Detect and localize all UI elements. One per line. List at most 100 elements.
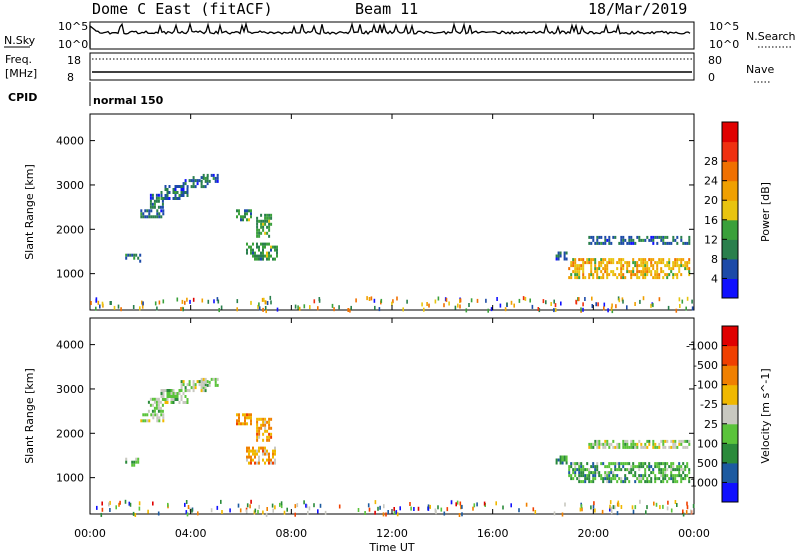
scatter-cell bbox=[260, 417, 263, 421]
scatter-cell bbox=[588, 276, 591, 280]
scatter-cell bbox=[604, 474, 607, 478]
scatter-cell bbox=[630, 235, 633, 239]
ground-scatter-cell bbox=[286, 507, 288, 512]
scatter-cell bbox=[680, 477, 683, 481]
ground-scatter-cell bbox=[686, 505, 689, 510]
ground-scatter-cell bbox=[309, 305, 311, 310]
scatter-cell bbox=[606, 477, 609, 481]
scatter-cell bbox=[654, 273, 657, 277]
scatter-cell bbox=[590, 480, 593, 484]
scatter-cell bbox=[656, 264, 659, 268]
scatter-cell bbox=[646, 465, 649, 469]
scatter-cell bbox=[158, 212, 161, 216]
scatter-cell bbox=[622, 445, 625, 449]
scatter-cell bbox=[624, 462, 627, 466]
ground-scatter-cell bbox=[115, 505, 117, 510]
scatter-cell bbox=[170, 392, 173, 395]
scatter-cell bbox=[604, 439, 607, 443]
scatter-cell bbox=[568, 276, 571, 280]
scatter-cell bbox=[164, 194, 167, 197]
scatter-cell bbox=[260, 219, 263, 223]
scatter-cell bbox=[678, 465, 681, 469]
scatter-cell bbox=[626, 477, 629, 481]
scatter-cell bbox=[161, 199, 164, 203]
scatter-cell bbox=[632, 465, 635, 469]
ground-scatter-cell bbox=[592, 504, 595, 509]
scatter-cell bbox=[256, 245, 258, 249]
scatter-cell bbox=[200, 386, 203, 390]
scatter-cell bbox=[570, 264, 573, 268]
scatter-cell bbox=[632, 462, 635, 466]
scatter-cell bbox=[210, 377, 213, 381]
scatter-cell bbox=[152, 416, 155, 420]
scatter-cell bbox=[164, 197, 167, 200]
ground-scatter-cell bbox=[691, 306, 694, 311]
ground-scatter-cell bbox=[427, 506, 430, 511]
scatter-cell bbox=[258, 248, 260, 252]
scatter-cell bbox=[568, 474, 571, 478]
ground-scatter-cell bbox=[616, 511, 619, 516]
ground-scatter-cell bbox=[134, 513, 137, 517]
ground-scatter-cell bbox=[429, 504, 431, 509]
scatter-cell bbox=[598, 235, 601, 239]
scatter-cell bbox=[578, 276, 581, 280]
scatter-cell bbox=[630, 468, 633, 472]
scatter-cell bbox=[622, 241, 625, 245]
scatter-cell bbox=[262, 438, 265, 442]
scatter-cell bbox=[576, 270, 579, 274]
scatter-cell bbox=[149, 202, 152, 206]
scatter-cell bbox=[646, 445, 649, 449]
ground-scatter-cell bbox=[413, 507, 415, 511]
scatter-cell bbox=[672, 238, 675, 242]
scatter-cell bbox=[676, 276, 679, 280]
ground-scatter-cell bbox=[266, 507, 268, 511]
scatter-cell bbox=[672, 273, 675, 277]
nave-label: Nave bbox=[746, 63, 774, 76]
scatter-cell bbox=[192, 386, 195, 390]
scatter-cell bbox=[206, 176, 209, 180]
scatter-cell bbox=[264, 449, 266, 453]
ground-scatter-cell bbox=[632, 509, 635, 514]
ground-scatter-cell bbox=[296, 503, 299, 508]
scatter-cell bbox=[144, 209, 147, 213]
scatter-cell bbox=[604, 270, 607, 274]
ground-scatter-cell bbox=[450, 500, 453, 505]
scatter-cell bbox=[606, 264, 609, 268]
scatter-cell bbox=[258, 234, 261, 238]
scatter-cell bbox=[622, 273, 625, 277]
scatter-cell bbox=[184, 386, 187, 390]
scatter-cell bbox=[242, 215, 244, 219]
scatter-cell bbox=[602, 276, 605, 280]
nsearch-label: N.Search bbox=[746, 30, 796, 43]
scatter-cell bbox=[632, 442, 635, 446]
scatter-cell bbox=[202, 389, 205, 393]
scatter-cell bbox=[640, 465, 643, 469]
scatter-cell bbox=[208, 380, 211, 384]
scatter-cell bbox=[594, 442, 597, 446]
scatter-cell bbox=[596, 439, 599, 443]
scatter-cell bbox=[147, 409, 150, 413]
scatter-cell bbox=[238, 413, 240, 417]
ground-scatter-cell bbox=[460, 505, 462, 510]
scatter-cell bbox=[668, 477, 671, 481]
scatter-cell bbox=[586, 462, 589, 466]
scatter-cell bbox=[268, 213, 271, 217]
scatter-cell bbox=[666, 276, 669, 280]
scatter-cell bbox=[636, 445, 639, 449]
scatter-cell bbox=[588, 258, 591, 262]
scatter-cell bbox=[576, 273, 579, 277]
scatter-cell bbox=[602, 480, 605, 484]
scatter-cell bbox=[664, 439, 667, 443]
scatter-cell bbox=[656, 273, 659, 277]
scatter-cell bbox=[650, 261, 653, 265]
scatter-cell bbox=[594, 477, 597, 481]
scatter-cell bbox=[250, 449, 252, 453]
ground-scatter-cell bbox=[423, 307, 425, 312]
scatter-cell bbox=[614, 468, 617, 472]
scatter-cell bbox=[628, 462, 631, 466]
scatter-cell bbox=[258, 231, 261, 235]
scatter-cell bbox=[628, 445, 631, 449]
scatter-cell bbox=[266, 438, 269, 442]
scatter-cell bbox=[198, 383, 201, 387]
scatter-cell bbox=[648, 270, 651, 274]
